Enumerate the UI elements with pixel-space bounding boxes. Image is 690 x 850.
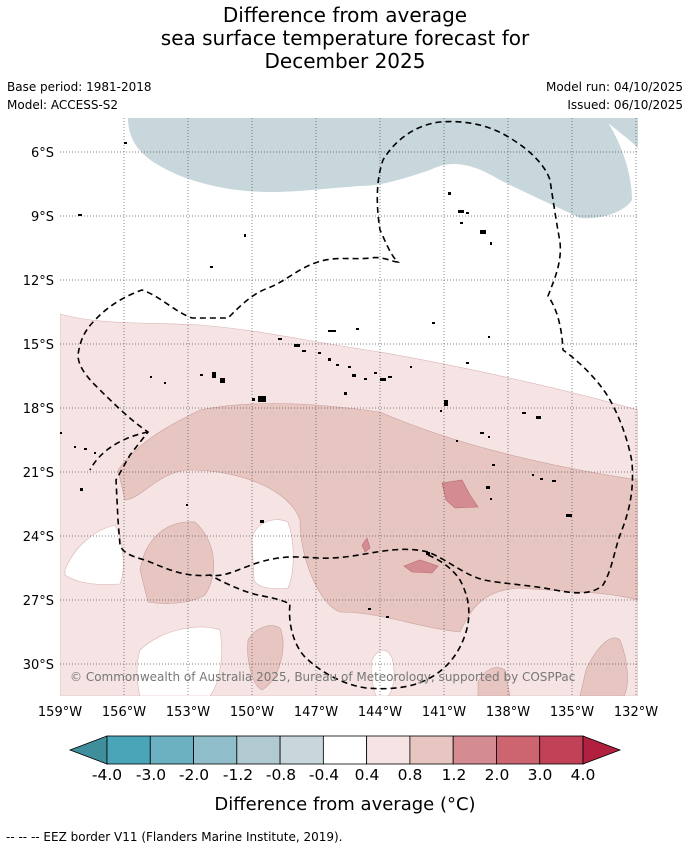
map-area: © Commonwealth of Australia 2025, Bureau…	[60, 118, 638, 696]
colorbar	[68, 735, 622, 765]
issued-date: Issued: 06/10/2025	[567, 98, 683, 112]
lon-label: 141°W	[422, 705, 466, 720]
lon-label: 156°W	[102, 705, 146, 720]
meta-left: Base period: 1981-2018 Model: ACCESS-S2	[7, 78, 152, 114]
lat-label: 21°S	[23, 466, 54, 481]
graticule	[60, 118, 638, 696]
colorbar-label: 2.0	[484, 766, 510, 784]
eez-borders	[77, 120, 634, 690]
anomaly-sw-region	[139, 521, 215, 604]
anomaly-patch-1	[441, 479, 479, 509]
lon-label: 150°W	[230, 705, 274, 720]
anomaly-south-region	[247, 625, 284, 691]
colorbar-segment	[279, 735, 324, 765]
lon-label: 132°W	[614, 705, 658, 720]
colorbar-segment	[236, 735, 281, 765]
colorbar-label: 0.8	[397, 766, 423, 784]
colorbar-segment	[149, 735, 194, 765]
colorbar-label: -0.4	[308, 766, 340, 784]
neutral-pocket-west	[64, 524, 124, 585]
lat-label: 24°S	[23, 530, 54, 545]
lat-axis: 6°S 9°S 12°S 15°S 18°S 21°S 24°S 27°S 30…	[23, 146, 54, 673]
lat-label: 15°S	[23, 338, 54, 353]
model-run: Model run: 04/10/2025	[545, 80, 683, 94]
anomaly-se-region-2	[477, 667, 511, 696]
colorbar-extend-high	[582, 735, 622, 765]
map-title: Difference from average sea surface temp…	[0, 4, 690, 73]
title-line-3: December 2025	[264, 49, 426, 73]
lon-label: 153°W	[166, 705, 210, 720]
colorbar-label: -3.0	[135, 766, 167, 784]
lat-label: 27°S	[23, 594, 54, 609]
colorbar-segment	[193, 735, 238, 765]
model-name: Model: ACCESS-S2	[7, 98, 119, 112]
anomaly-patch-3	[361, 537, 371, 553]
colorbar-segment	[106, 735, 151, 765]
neutral-pocket-se	[370, 649, 395, 696]
lat-label: 12°S	[23, 274, 54, 289]
colorbar-segment	[322, 735, 368, 765]
colorbar-label: -4.0	[91, 766, 123, 784]
base-period: Base period: 1981-2018	[7, 80, 152, 94]
lon-label: 159°W	[38, 705, 82, 720]
colorbar-label: 1.2	[441, 766, 467, 784]
colorbar-label: -0.8	[265, 766, 297, 784]
lat-label: 18°S	[23, 402, 54, 417]
colorbar-segment	[366, 735, 411, 765]
lon-axis: 159°W 156°W 153°W 150°W 147°W 144°W 141°…	[38, 705, 658, 720]
colorbar-segment	[409, 735, 454, 765]
colorbar-title: Difference from average (°C)	[214, 794, 476, 815]
title-line-2: sea surface temperature forecast for	[160, 26, 530, 50]
neutral-pocket-center	[251, 519, 294, 590]
lat-label: 6°S	[31, 146, 54, 161]
colorbar-segment	[452, 735, 497, 765]
colorbar-label: -2.0	[178, 766, 210, 784]
lon-label: 144°W	[358, 705, 402, 720]
lon-label: 138°W	[486, 705, 530, 720]
copyright-notice: © Commonwealth of Australia 2025, Bureau…	[70, 670, 575, 684]
lon-label: 135°W	[550, 705, 594, 720]
anomaly-patch-2	[403, 559, 439, 574]
anomaly-cool-corner	[602, 118, 638, 148]
colorbar-label: -1.2	[222, 766, 254, 784]
title-line-1: Difference from average	[222, 3, 468, 27]
colorbar-segment	[539, 735, 584, 765]
anomaly-se-region-1	[579, 637, 628, 696]
lat-label: 9°S	[31, 210, 54, 225]
colorbar-label: 3.0	[527, 766, 553, 784]
meta-right: Model run: 04/10/2025 Issued: 06/10/2025	[546, 78, 683, 114]
colorbar-extend-low	[68, 735, 108, 765]
colorbar-label: 0.4	[354, 766, 380, 784]
colorbar-label: 4.0	[570, 766, 596, 784]
islands	[60, 142, 572, 618]
eez-legend: -- -- -- EEZ border V11 (Flanders Marine…	[6, 830, 343, 844]
lon-label: 147°W	[294, 705, 338, 720]
neutral-pocket-south	[136, 626, 222, 696]
colorbar-segment	[496, 735, 541, 765]
lat-label: 30°S	[23, 658, 54, 673]
